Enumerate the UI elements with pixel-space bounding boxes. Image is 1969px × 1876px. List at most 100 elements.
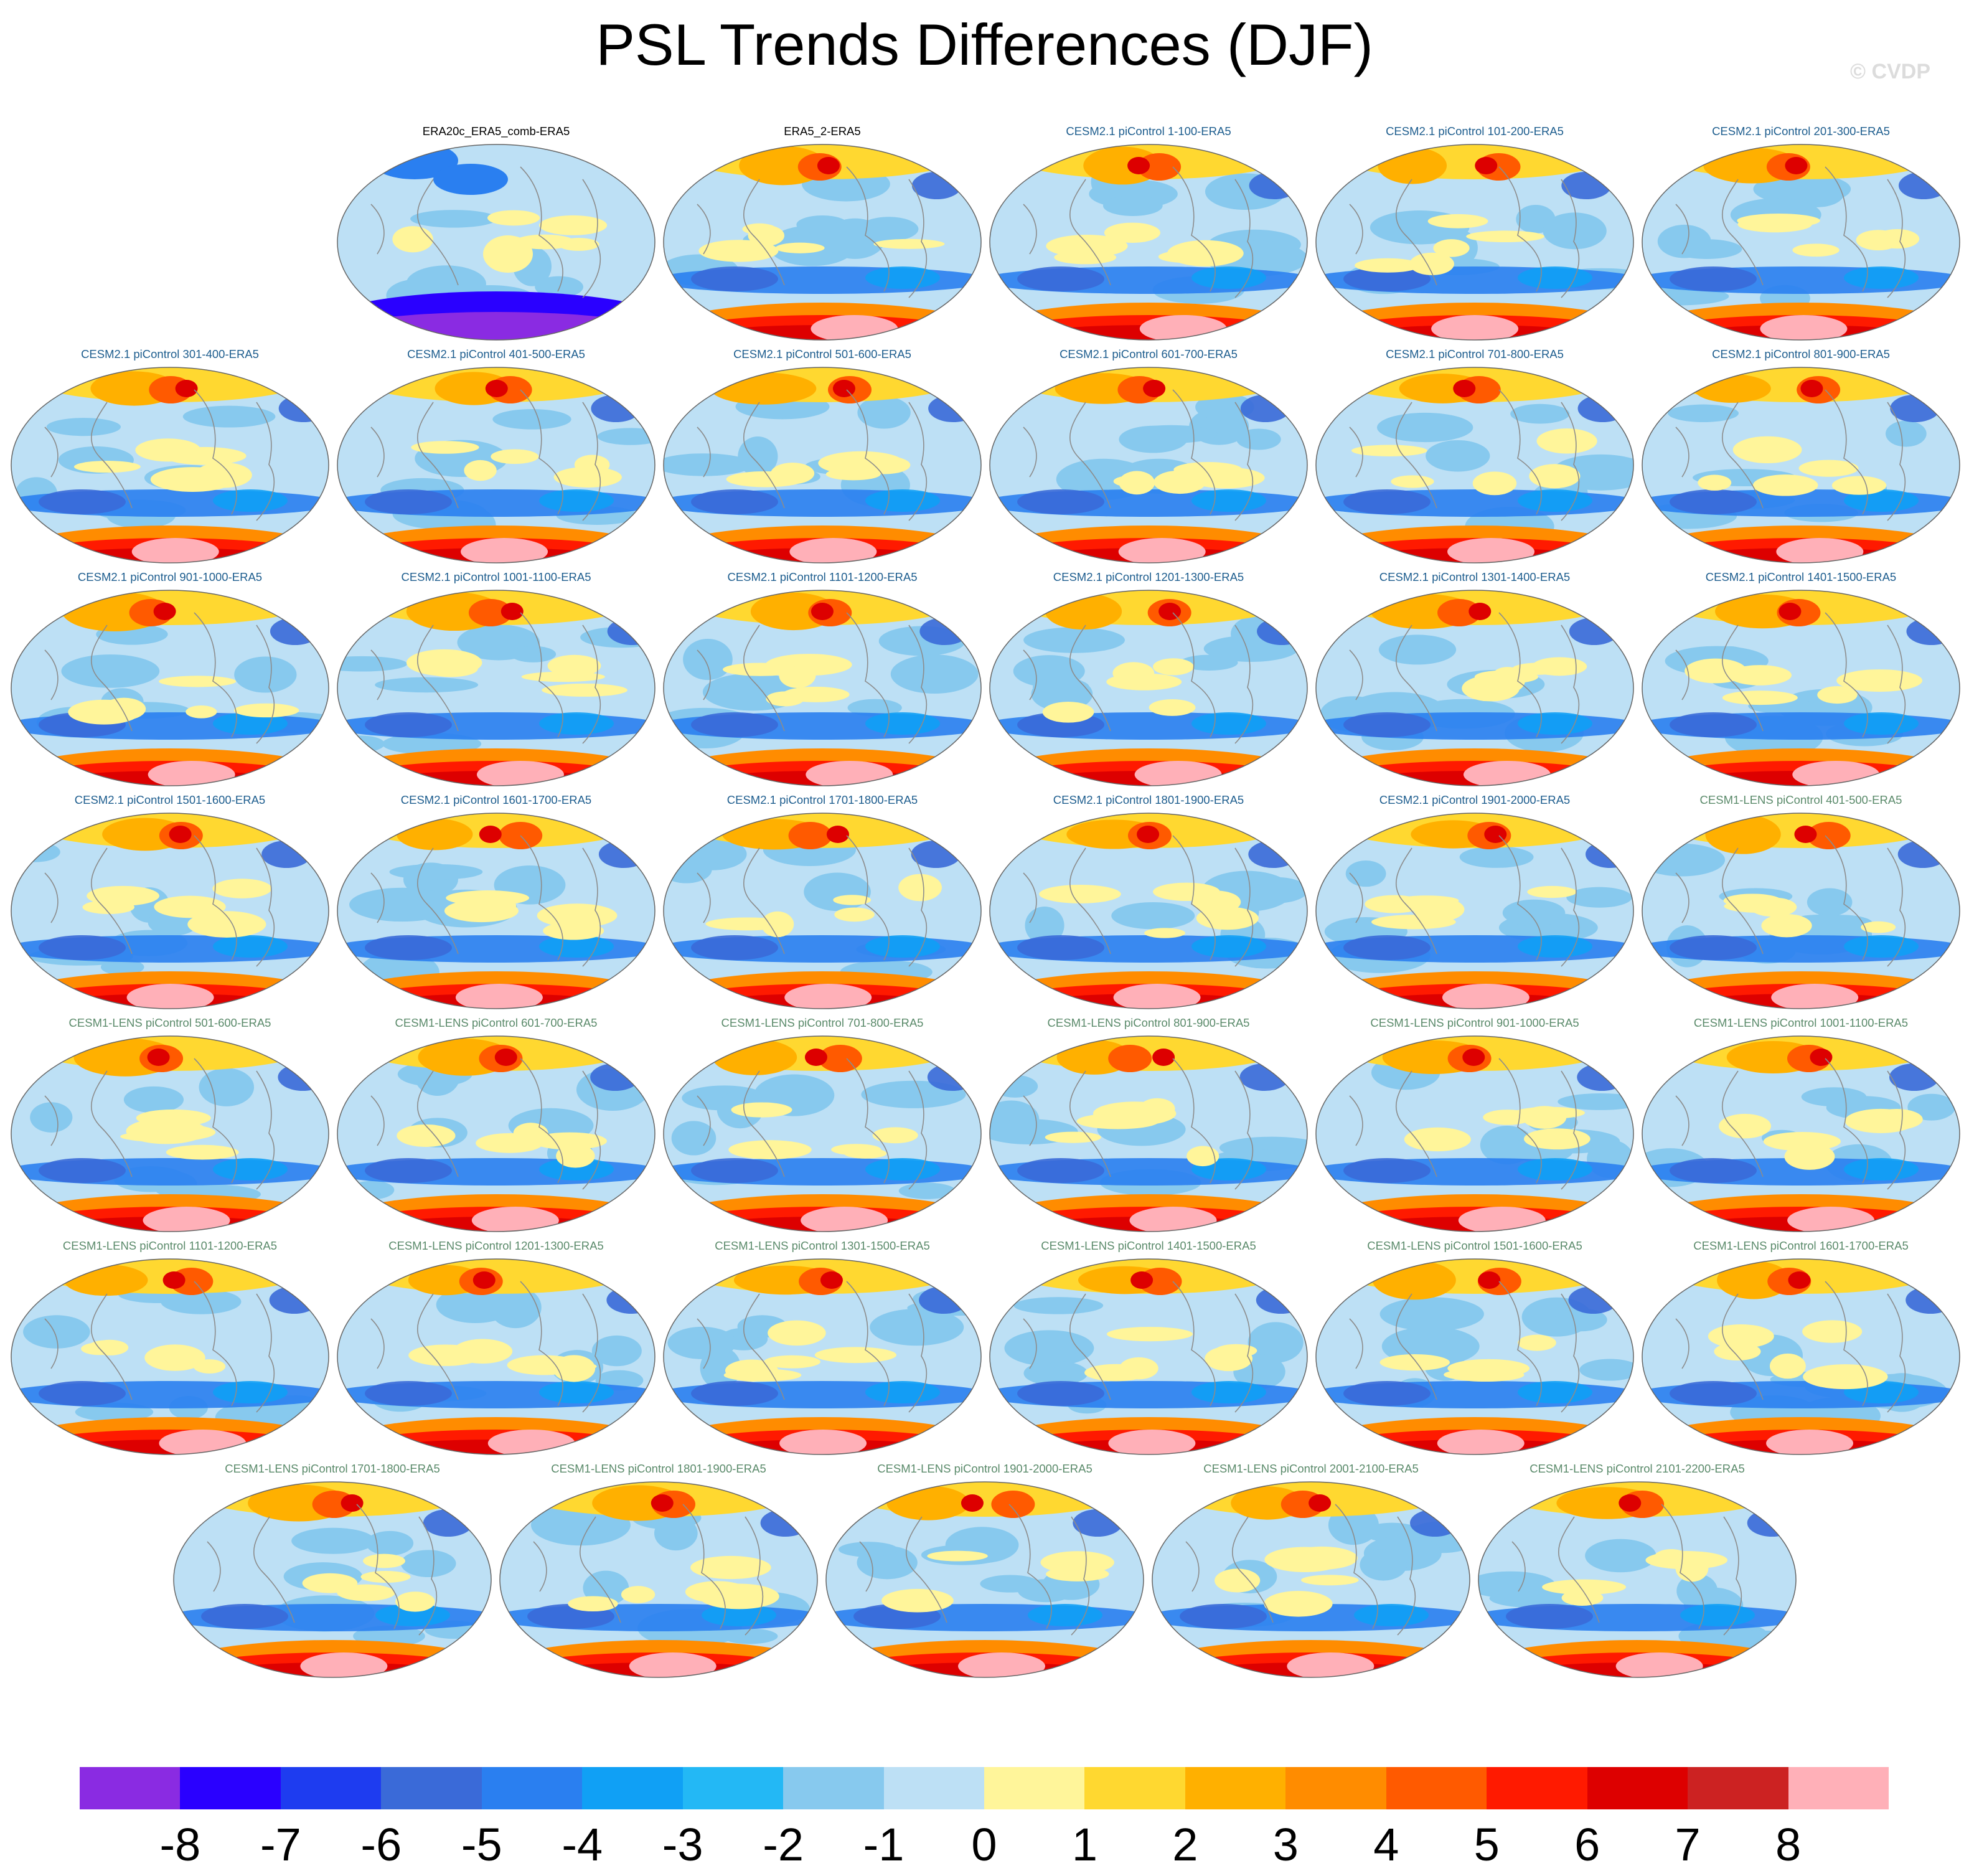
- colorbar-tick-label: -4: [562, 1819, 603, 1870]
- panel-title: CESM1-LENS piControl 1101-1200-ERA5: [62, 1239, 278, 1252]
- map-panel: CESM1-LENS piControl 401-500-ERA5: [1638, 793, 1963, 1011]
- map-panel: CESM2.1 piControl 901-1000-ERA5: [7, 570, 332, 788]
- psl-trend-map: [1315, 367, 1634, 563]
- figure-title: PSL Trends Differences (DJF): [596, 12, 1373, 77]
- colorbar-swatch: [582, 1767, 684, 1809]
- psl-trend-map: [989, 590, 1308, 786]
- panel-title: CESM2.1 piControl 1801-1900-ERA5: [1053, 793, 1244, 806]
- colorbar-swatch: [1386, 1767, 1487, 1809]
- panel-title: CESM1-LENS piControl 1801-1900-ERA5: [551, 1462, 766, 1475]
- map-panel: CESM2.1 piControl 1201-1300-ERA5: [986, 570, 1311, 788]
- colorbar-swatch: [1084, 1767, 1186, 1809]
- psl-trend-map: [337, 813, 656, 1009]
- colorbar-tick-label: -1: [863, 1819, 905, 1870]
- panel-title: CESM1-LENS piControl 801-900-ERA5: [1047, 1016, 1250, 1029]
- colorbar-tick-label: 8: [1775, 1819, 1802, 1870]
- panel-title: CESM1-LENS piControl 1301-1500-ERA5: [715, 1239, 930, 1252]
- psl-trend-map: [663, 367, 982, 563]
- colorbar-tick-label: -2: [763, 1819, 804, 1870]
- panel-title: CESM2.1 piControl 301-400-ERA5: [81, 347, 259, 361]
- panel-title: CESM2.1 piControl 1401-1500-ERA5: [1705, 570, 1897, 583]
- psl-trend-map: [337, 144, 656, 341]
- panel-title: CESM1-LENS piControl 501-600-ERA5: [68, 1016, 271, 1029]
- panel-title: CESM2.1 piControl 701-800-ERA5: [1386, 347, 1564, 361]
- psl-trend-map: [1642, 1258, 1960, 1455]
- colorbar-tick-label: 1: [1071, 1819, 1098, 1870]
- panel-title: CESM1-LENS piControl 1501-1600-ERA5: [1367, 1239, 1582, 1252]
- map-panel: CESM2.1 piControl 501-600-ERA5: [660, 347, 985, 565]
- psl-trend-map: [1315, 1258, 1634, 1455]
- psl-trend-map: [337, 367, 656, 563]
- panel-title: ERA5_2-ERA5: [784, 125, 861, 138]
- panel-title: CESM1-LENS piControl 1401-1500-ERA5: [1041, 1239, 1256, 1252]
- colorbar-tick-label: 3: [1272, 1819, 1299, 1870]
- panel-title: CESM2.1 piControl 1901-2000-ERA5: [1379, 793, 1571, 806]
- panel-title: CESM1-LENS piControl 1701-1800-ERA5: [225, 1462, 440, 1475]
- colorbar-swatch: [1487, 1767, 1588, 1809]
- map-panel: ERA20c_ERA5_comb-ERA5: [334, 125, 659, 342]
- colorbar-swatch: [883, 1767, 985, 1809]
- panel-title: CESM2.1 piControl 1-100-ERA5: [1066, 125, 1231, 138]
- psl-trend-map: [1315, 590, 1634, 786]
- map-panel: CESM2.1 piControl 1601-1700-ERA5: [334, 793, 659, 1011]
- map-panel: CESM2.1 piControl 1901-2000-ERA5: [1312, 793, 1637, 1011]
- map-panel: CESM1-LENS piControl 801-900-ERA5: [986, 1016, 1311, 1234]
- map-panel: CESM1-LENS piControl 1801-1900-ERA5: [496, 1462, 821, 1680]
- colorbar-tick-label: 4: [1373, 1819, 1399, 1870]
- panel-title: CESM2.1 piControl 901-1000-ERA5: [77, 570, 263, 583]
- map-panel: CESM1-LENS piControl 701-800-ERA5: [660, 1016, 985, 1234]
- colorbar-tick-label: -7: [260, 1819, 301, 1870]
- map-panel: CESM2.1 piControl 801-900-ERA5: [1638, 347, 1963, 565]
- colorbar-swatch: [280, 1767, 382, 1809]
- colorbar-tick-label: -8: [159, 1819, 201, 1870]
- map-panel: CESM1-LENS piControl 1301-1500-ERA5: [660, 1239, 985, 1457]
- map-panel: ERA5_2-ERA5: [660, 125, 985, 342]
- psl-trend-map: [337, 1258, 656, 1455]
- map-panel: CESM1-LENS piControl 1501-1600-ERA5: [1312, 1239, 1637, 1457]
- colorbar-swatch: [1285, 1767, 1387, 1809]
- panel-title: CESM2.1 piControl 1701-1800-ERA5: [726, 793, 918, 806]
- psl-trend-map: [663, 1035, 982, 1232]
- map-panel: CESM2.1 piControl 1701-1800-ERA5: [660, 793, 985, 1011]
- psl-trend-map: [989, 144, 1308, 341]
- map-panel: CESM1-LENS piControl 1401-1500-ERA5: [986, 1239, 1311, 1457]
- map-panel: CESM2.1 piControl 1401-1500-ERA5: [1638, 570, 1963, 788]
- psl-trend-map: [11, 813, 329, 1009]
- psl-trend-map: [989, 1035, 1308, 1232]
- psl-trend-map: [11, 1258, 329, 1455]
- panel-title: CESM2.1 piControl 601-700-ERA5: [1060, 347, 1238, 361]
- map-panel: CESM2.1 piControl 301-400-ERA5: [7, 347, 332, 565]
- psl-trend-map: [663, 1258, 982, 1455]
- psl-trend-map: [337, 1035, 656, 1232]
- panel-title: CESM1-LENS piControl 601-700-ERA5: [395, 1016, 598, 1029]
- panel-title: CESM2.1 piControl 1101-1200-ERA5: [727, 570, 918, 583]
- psl-trend-map: [1315, 144, 1634, 341]
- map-panel: CESM2.1 piControl 701-800-ERA5: [1312, 347, 1637, 565]
- map-panel: CESM1-LENS piControl 2101-2200-ERA5: [1475, 1462, 1800, 1680]
- map-panel: CESM1-LENS piControl 501-600-ERA5: [7, 1016, 332, 1234]
- psl-trend-map: [989, 367, 1308, 563]
- map-panel: CESM1-LENS piControl 1701-1800-ERA5: [170, 1462, 495, 1680]
- panel-title: CESM2.1 piControl 1601-1700-ERA5: [400, 793, 592, 806]
- map-panel: CESM1-LENS piControl 2001-2100-ERA5: [1149, 1462, 1473, 1680]
- colorbar-tick-label: 6: [1574, 1819, 1600, 1870]
- colorbar-swatch: [682, 1767, 784, 1809]
- map-panel: CESM2.1 piControl 1801-1900-ERA5: [986, 793, 1311, 1011]
- cvdp-watermark: © CVDP: [1850, 60, 1930, 83]
- psl-trend-map: [173, 1481, 492, 1678]
- colorbar-swatch: [80, 1767, 181, 1809]
- psl-trend-map: [825, 1481, 1144, 1678]
- psl-trend-map: [1642, 1035, 1960, 1232]
- panel-title: CESM2.1 piControl 201-300-ERA5: [1712, 125, 1890, 138]
- psl-trend-map: [11, 590, 329, 786]
- colorbar-swatch: [1587, 1767, 1688, 1809]
- psl-trend-map: [1642, 144, 1960, 341]
- panel-title: CESM2.1 piControl 1001-1100-ERA5: [401, 570, 591, 583]
- panel-title: CESM1-LENS piControl 2001-2100-ERA5: [1203, 1462, 1419, 1475]
- colorbar-swatch: [180, 1767, 281, 1809]
- colorbar-swatch: [1185, 1767, 1286, 1809]
- colorbar-tick-label: -5: [461, 1819, 502, 1870]
- map-panel: CESM2.1 piControl 201-300-ERA5: [1638, 125, 1963, 342]
- colorbar-swatch: [1688, 1767, 1789, 1809]
- map-panel: CESM1-LENS piControl 1101-1200-ERA5: [7, 1239, 332, 1457]
